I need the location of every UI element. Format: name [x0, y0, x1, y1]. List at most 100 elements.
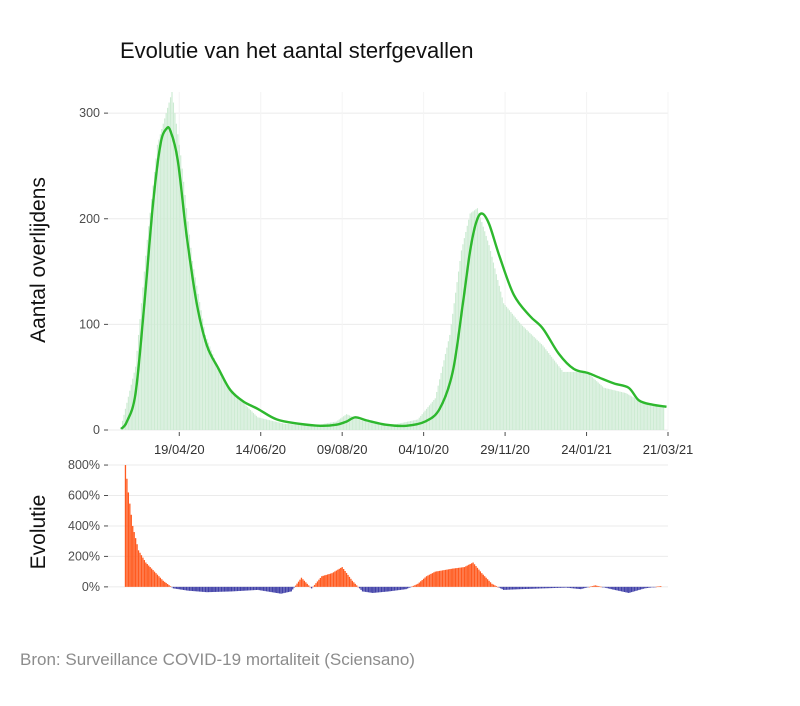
evolution-bar [527, 586, 530, 589]
daily-bar [235, 394, 237, 430]
evolution-bar [345, 572, 348, 587]
evolution-bar [143, 560, 146, 587]
daily-bar [628, 394, 630, 430]
daily-bar [648, 404, 650, 430]
daily-bar [318, 424, 320, 430]
daily-bar [165, 113, 167, 430]
evolution-bar [309, 586, 311, 588]
daily-bar [393, 424, 396, 430]
evolution-bar [198, 586, 201, 592]
evolution-bar [379, 586, 381, 593]
evolution-bar [374, 586, 377, 593]
daily-bar [247, 407, 249, 430]
daily-bar [578, 371, 580, 430]
evolution-bar [404, 586, 406, 590]
evolution-bar [354, 583, 356, 587]
source-note: Bron: Surveillance COVID-19 mortaliteit … [20, 650, 415, 669]
evolution-bar [617, 586, 620, 591]
evolution-bar [486, 579, 489, 587]
y-tick-label: 100 [79, 317, 100, 331]
evolution-bar [585, 586, 588, 588]
daily-bar [283, 423, 285, 430]
daily-bar [353, 417, 355, 430]
evolution-bar [430, 573, 432, 587]
daily-bar [465, 231, 467, 430]
daily-bar [584, 371, 586, 430]
evolution-bar [162, 580, 164, 587]
daily-bar [187, 221, 189, 430]
evolution-bar [417, 583, 419, 587]
evolution-bar [569, 586, 572, 589]
daily-bar [204, 334, 207, 430]
evolution-bar [645, 586, 647, 589]
evolution-bar [292, 586, 294, 590]
daily-bar [188, 234, 191, 430]
evolution-bar [217, 586, 220, 592]
daily-bar [127, 396, 129, 430]
evolution-bar [517, 586, 519, 590]
evolution-bar [398, 586, 400, 591]
y-tick-label: 600% [68, 489, 100, 503]
evolution-bar [363, 586, 365, 592]
evolution-bar [402, 586, 404, 590]
evolution-bar [172, 586, 175, 589]
daily-bar [385, 425, 387, 430]
evolution-bar [278, 586, 281, 594]
evolution-bar [286, 586, 288, 593]
evolution-bar [559, 586, 562, 588]
daily-bar [558, 366, 560, 430]
daily-bar [261, 418, 263, 430]
daily-bar [152, 185, 154, 430]
evolution-bar [521, 586, 524, 590]
evolution-bar [411, 586, 413, 587]
evolution-bar [251, 586, 253, 591]
daily-bar [620, 391, 623, 430]
daily-bar [482, 226, 484, 430]
evolution-bar [561, 586, 563, 588]
daily-bar [241, 401, 243, 430]
evolution-bar [574, 586, 576, 589]
daily-bar [284, 423, 287, 430]
daily-bar [645, 403, 647, 430]
daily-bar [638, 400, 640, 430]
daily-bar [121, 420, 124, 430]
daily-bar [321, 424, 323, 430]
bottom-panel: 0% 200% 400% 600% 800% Evolutie [27, 458, 668, 594]
evolution-bar [485, 577, 487, 587]
evolution-bar [350, 578, 352, 587]
evolution-bar [524, 586, 527, 589]
evolution-bar [604, 586, 607, 588]
evolution-bar [264, 586, 266, 592]
evolution-bar [146, 564, 148, 587]
evolution-bar [532, 586, 534, 589]
evolution-bar [396, 586, 399, 591]
evolution-bar [566, 586, 569, 588]
y-tick-label: 400% [68, 519, 100, 533]
daily-bar [388, 425, 390, 430]
daily-bar [615, 390, 617, 430]
evolution-bar [273, 586, 275, 593]
daily-bar [565, 371, 567, 430]
daily-bar [260, 418, 262, 430]
daily-bar [366, 421, 368, 430]
evolution-bar [562, 586, 564, 588]
evolution-bar [406, 586, 409, 589]
y-tick-label: 200% [68, 549, 100, 563]
daily-bar [219, 373, 221, 430]
evolution-bar [238, 586, 240, 592]
evolution-bar [463, 567, 466, 587]
evolution-bar [299, 579, 301, 587]
evolution-bar [470, 563, 473, 587]
daily-bar [593, 378, 595, 430]
evolution-bar [334, 571, 336, 587]
evolution-bar [274, 586, 276, 593]
evolution-bar [466, 565, 468, 587]
daily-bar [303, 425, 305, 430]
evolution-bar [326, 574, 329, 587]
daily-bar [296, 424, 298, 430]
evolution-bar [433, 572, 435, 587]
evolution-bar [609, 586, 611, 589]
evolution-bar [337, 569, 339, 587]
evolution-bar [564, 586, 566, 588]
